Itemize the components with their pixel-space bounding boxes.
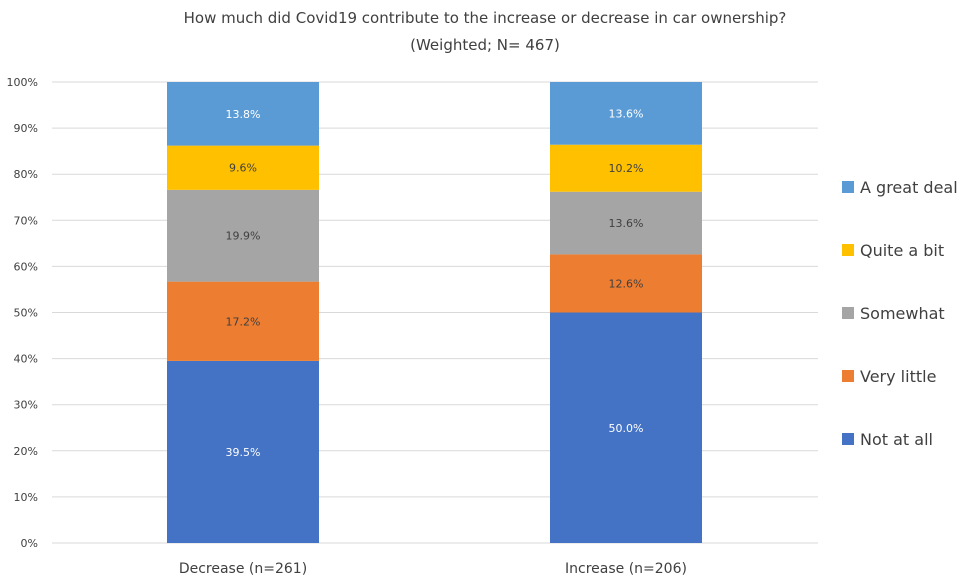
y-axis-tick-labels: 0% 10% 20% 30% 40% 50% 60% 70% 80% 90% 100% [7, 76, 38, 550]
bar-segment [167, 189, 319, 282]
y-tick-label: 10% [14, 491, 38, 504]
bar-segment [167, 145, 319, 190]
legend-swatch [842, 307, 854, 319]
bar-segment [550, 144, 702, 192]
y-tick-label: 30% [14, 399, 38, 412]
data-label: 19.9% [226, 230, 261, 243]
y-tick-label: 80% [14, 168, 38, 181]
bar-segment [167, 281, 319, 361]
bar-segment [550, 312, 702, 543]
legend-swatch [842, 244, 854, 256]
bar-segment [550, 254, 702, 313]
legend-label: Not at all [860, 430, 933, 449]
grid-lines [52, 81, 818, 544]
data-label: 17.2% [226, 315, 261, 328]
y-tick-label: 70% [14, 214, 38, 227]
legend-swatch [842, 370, 854, 382]
chart-title: How much did Covid19 contribute to the i… [184, 9, 787, 27]
bar-segment [167, 360, 319, 543]
bar-segment [167, 82, 319, 146]
x-axis-category-labels: Decrease (n=261) Increase (n=206) [179, 561, 687, 577]
legend-swatch [842, 181, 854, 193]
y-tick-label: 90% [14, 122, 38, 135]
data-label: 13.8% [226, 108, 261, 121]
data-label: 39.5% [226, 446, 261, 459]
legend-swatch [842, 433, 854, 445]
legend-label: A great deal [860, 178, 958, 197]
chart-subtitle: (Weighted; N= 467) [410, 36, 560, 54]
y-tick-label: 100% [7, 76, 38, 89]
data-label: 10.2% [609, 162, 644, 175]
bar-segment [550, 82, 702, 145]
legend-label: Very little [860, 367, 936, 386]
legend-label: Quite a bit [860, 241, 944, 260]
data-label: 9.6% [229, 162, 257, 175]
data-label: 12.6% [609, 277, 644, 290]
x-category-label: Decrease (n=261) [179, 561, 307, 577]
legend: A great deal Quite a bit Somewhat Very litt… [842, 178, 958, 449]
legend-label: Somewhat [860, 304, 945, 323]
y-tick-label: 60% [14, 260, 38, 273]
y-tick-label: 20% [14, 445, 38, 458]
bar-segment [550, 191, 702, 255]
data-label: 13.6% [609, 107, 644, 120]
y-tick-label: 40% [14, 353, 38, 366]
data-label: 13.6% [609, 217, 644, 230]
y-tick-label: 0% [21, 537, 38, 550]
x-category-label: Increase (n=206) [565, 561, 687, 577]
bars: 39.5% 17.2% 19.9% 9.6% 13.8% 50.0% 12.6% 13.6% 1… [167, 82, 702, 543]
y-tick-label: 50% [14, 307, 38, 320]
data-label: 50.0% [609, 422, 644, 435]
